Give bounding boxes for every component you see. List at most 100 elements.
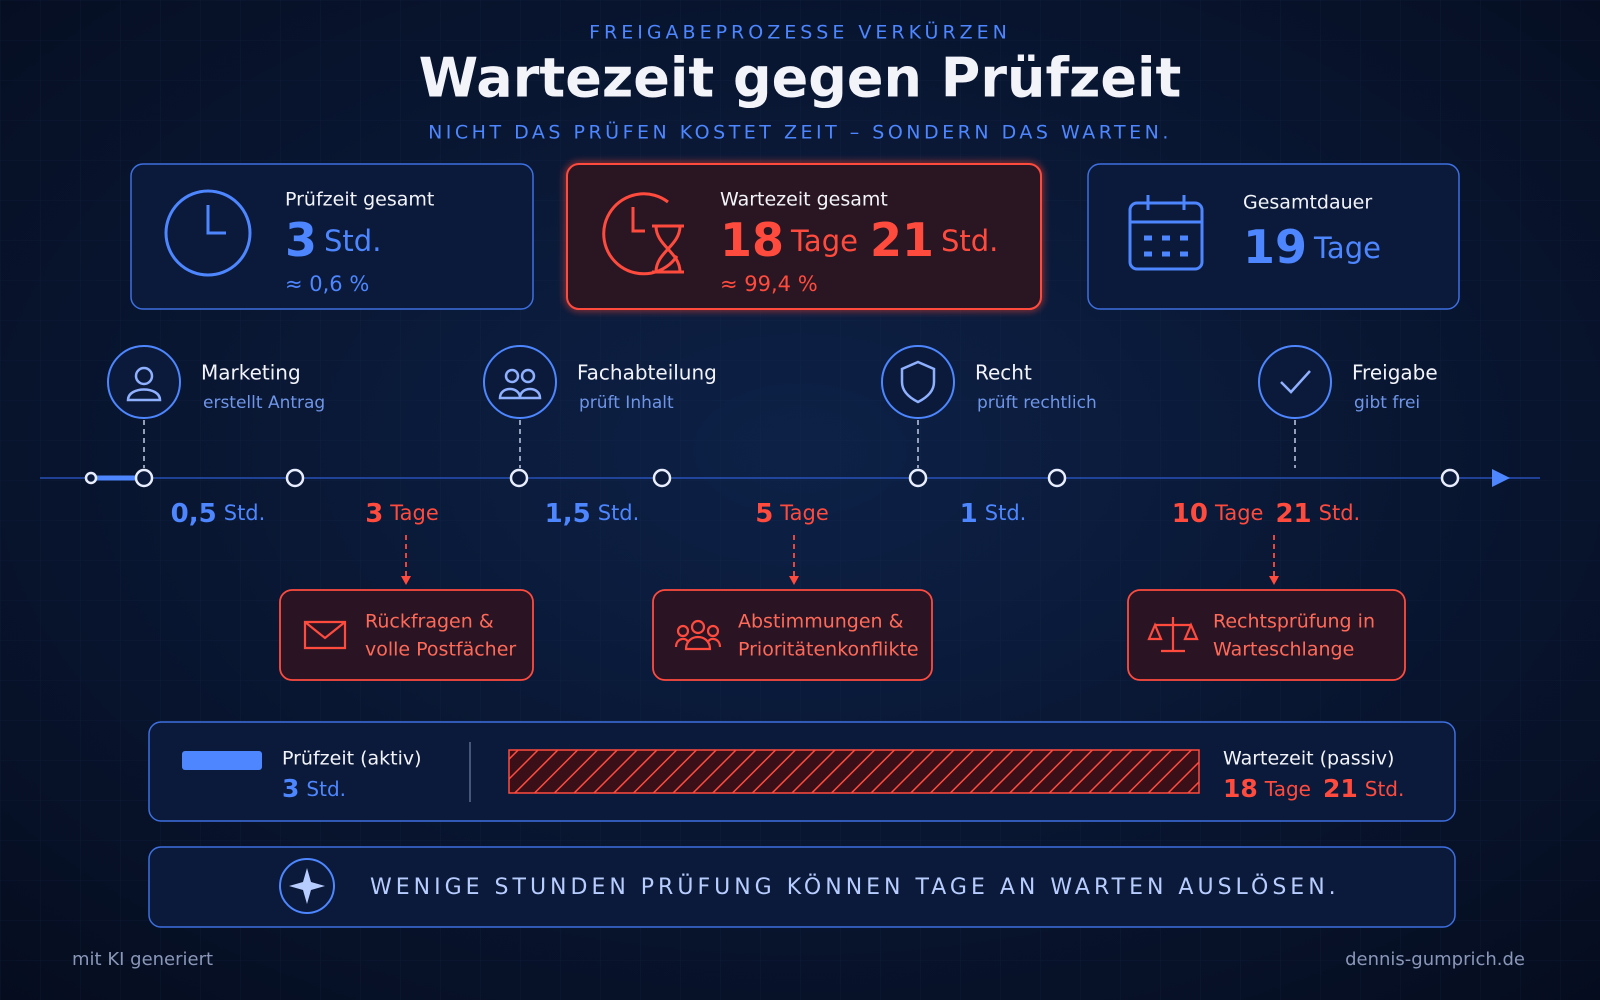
amount: 3 Tage	[365, 499, 439, 529]
card	[566, 163, 1042, 310]
cause-text: Abstimmungen &	[738, 611, 904, 633]
amount: 1 Std.	[960, 499, 1027, 529]
cause-text: Warteschlange	[1213, 639, 1354, 661]
amount: 3 Std.	[285, 213, 381, 267]
amount-unit: Std.	[1365, 777, 1405, 801]
step-text: gibt frei	[1354, 393, 1420, 413]
cause-icon	[303, 620, 347, 650]
cause-box	[1127, 589, 1406, 681]
step-icon-ring	[483, 345, 557, 419]
message-box	[148, 846, 1456, 928]
cause-icon	[674, 619, 722, 651]
amount-number: 21	[1275, 499, 1311, 529]
step-title: Recht	[975, 361, 1032, 385]
calendar-icon	[1128, 195, 1204, 271]
amount: 18 Tage 21 Std.	[1223, 774, 1404, 803]
amount-number: 19	[1243, 220, 1307, 274]
timeline-node	[285, 468, 305, 488]
timeline-node	[1047, 468, 1067, 488]
cause-text: Rechtsprüfung in	[1213, 611, 1375, 633]
amount-unit: Std.	[985, 501, 1027, 525]
cause-arrowhead	[401, 576, 411, 585]
step-icon-ring	[881, 345, 955, 419]
amount: 18 Tage 21 Std.	[720, 213, 998, 267]
amount-number: 1	[960, 499, 978, 529]
amount: 0,5 Std.	[171, 499, 266, 529]
amount: 1,5 Std.	[545, 499, 640, 529]
step-icon	[126, 366, 162, 402]
message: WENIGE STUNDEN PRÜFUNG KÖNNEN TAGE AN WA…	[370, 874, 1340, 900]
step-text: prüft rechtlich	[977, 393, 1097, 413]
step-icon	[498, 368, 542, 400]
card	[130, 163, 534, 310]
passive-bar	[508, 749, 1200, 794]
cause-text: Prioritätenkonflikte	[738, 639, 919, 661]
kicker: FREIGABEPROZESSE VERKÜRZEN	[589, 21, 1011, 44]
clock-icon	[164, 189, 252, 277]
amount-unit: Std.	[598, 501, 640, 525]
timeline-node	[652, 468, 672, 488]
comparison-label: Prüfzeit (aktiv)	[282, 748, 422, 770]
step-icon-ring	[1258, 345, 1332, 419]
step-text: erstellt Antrag	[203, 393, 325, 413]
cause-arrowhead	[1269, 576, 1279, 585]
amount: 5 Tage	[755, 499, 829, 529]
amount-number: 21	[870, 213, 934, 267]
amount: 3 Std.	[282, 774, 346, 803]
timeline-node	[509, 468, 529, 488]
amount-number: 3	[285, 213, 317, 267]
footer-right: dennis-gumprich.de	[1345, 949, 1525, 970]
amount-number: 10	[1172, 499, 1208, 529]
cause-text: Rückfragen &	[365, 611, 494, 633]
card-label: Prüfzeit gesamt	[285, 189, 434, 211]
cause-icon	[1147, 617, 1199, 653]
step-text: prüft Inhalt	[579, 393, 674, 413]
timeline-node	[908, 468, 928, 488]
step-title: Marketing	[201, 361, 301, 385]
amount-unit: Tage	[389, 501, 438, 525]
amount-number: 0,5	[171, 499, 217, 529]
amount-unit: Std.	[306, 777, 346, 801]
amount-unit: Tage	[790, 224, 858, 258]
amount-number: 1,5	[545, 499, 591, 529]
timeline-arrow	[1492, 469, 1510, 487]
title: Wartezeit gegen Prüfzeit	[419, 47, 1182, 110]
card-label: Wartezeit gesamt	[720, 189, 888, 211]
step-title: Freigabe	[1352, 361, 1438, 385]
star-icon	[279, 858, 335, 914]
amount-unit: Tage	[779, 501, 828, 525]
subtitle: NICHT DAS PRÜFEN KOSTET ZEIT – SONDERN D…	[428, 121, 1172, 144]
cause-box	[279, 589, 534, 681]
amount-unit: Tage	[1264, 777, 1311, 801]
cause-arrowhead	[789, 576, 799, 585]
comparison-label: Wartezeit (passiv)	[1223, 748, 1394, 770]
timeline-node	[134, 468, 154, 488]
amount: 10 Tage 21 Std.	[1172, 499, 1360, 529]
step-title: Fachabteilung	[577, 361, 717, 385]
step-icon-ring	[107, 345, 181, 419]
card-share: ≈ 99,4 %	[720, 272, 818, 296]
amount: 19 Tage	[1243, 220, 1381, 274]
card-share: ≈ 0,6 %	[285, 272, 369, 296]
cause-text: volle Postfächer	[365, 639, 516, 661]
timeline-node	[84, 471, 98, 485]
card	[1087, 163, 1460, 310]
wait-icon	[602, 192, 684, 276]
amount-unit: Tage	[1214, 501, 1263, 525]
card-label: Gesamtdauer	[1243, 192, 1372, 214]
amount-unit: Std.	[224, 501, 266, 525]
amount-unit: Tage	[1313, 231, 1381, 265]
amount-unit: Std.	[324, 224, 381, 258]
amount-unit: Std.	[941, 224, 998, 258]
cause-box	[652, 589, 933, 681]
step-icon	[1280, 370, 1311, 394]
amount-number: 3	[365, 499, 383, 529]
timeline-node	[1440, 468, 1460, 488]
amount-number: 5	[755, 499, 773, 529]
amount-number: 3	[282, 774, 299, 803]
amount-number: 18	[720, 213, 784, 267]
step-icon	[900, 360, 936, 404]
amount-unit: Std.	[1319, 501, 1361, 525]
